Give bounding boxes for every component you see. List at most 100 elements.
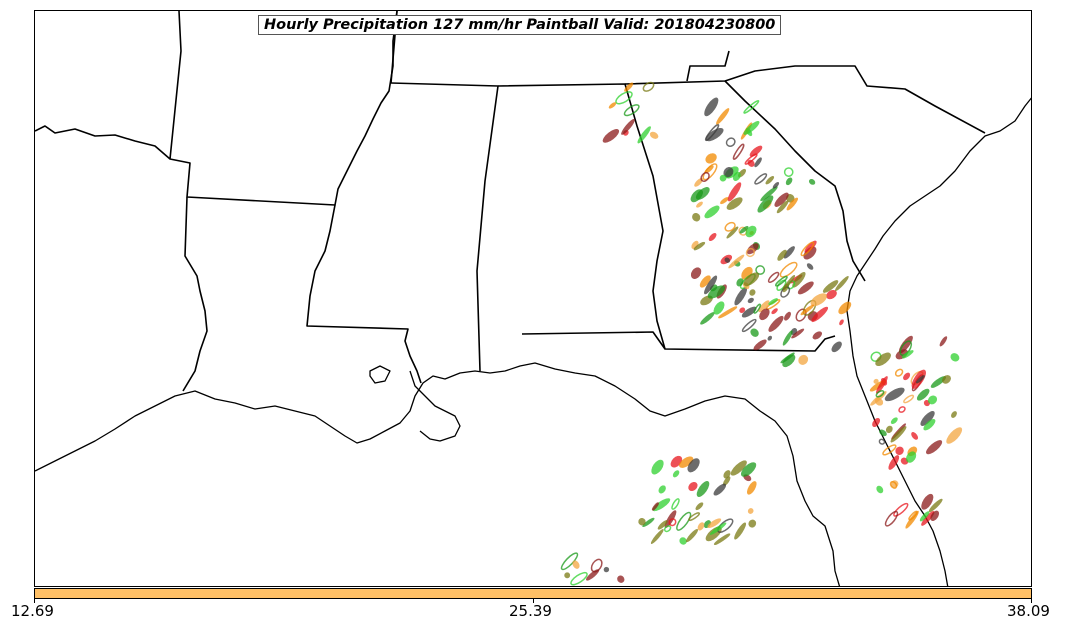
precip-blob xyxy=(800,241,815,257)
precip-blob xyxy=(747,481,757,495)
precip-blob xyxy=(782,330,793,346)
florida-north-border xyxy=(521,331,836,352)
precip-blob xyxy=(679,537,687,545)
precip-blob xyxy=(747,297,754,304)
precip-blob xyxy=(649,131,659,139)
precip-blob xyxy=(688,481,698,492)
precip-blob xyxy=(786,197,798,211)
precip-blob xyxy=(716,108,730,125)
precip-blob xyxy=(754,173,768,185)
precip-blob xyxy=(831,341,842,353)
precip-blob xyxy=(772,182,780,189)
precip-blob xyxy=(602,129,620,143)
precip-blob xyxy=(564,572,571,579)
precip-blob xyxy=(903,394,915,404)
colorbar xyxy=(34,588,1032,599)
gulf-coast-texas-louisiana xyxy=(35,362,841,586)
precip-blob xyxy=(672,470,680,478)
precip-blob xyxy=(806,263,814,270)
precip-blob xyxy=(621,118,635,135)
precip-blob xyxy=(708,232,717,242)
precip-blob xyxy=(638,517,646,526)
precip-blob xyxy=(890,480,899,488)
precip-blob xyxy=(927,395,938,405)
texas-coast-border xyxy=(35,125,171,160)
precip-blob xyxy=(743,99,760,114)
precip-blob xyxy=(624,82,634,92)
precip-blob xyxy=(895,446,904,456)
precip-blob xyxy=(748,519,757,528)
precip-blob xyxy=(754,157,762,168)
precip-blob xyxy=(687,458,700,473)
precip-blob xyxy=(838,301,852,315)
precip-blob xyxy=(808,178,816,185)
precip-blob xyxy=(727,182,742,202)
precip-blob xyxy=(749,289,756,296)
louisiana-west-border xyxy=(182,196,208,392)
colorbar-label-min: 12.69 xyxy=(11,602,54,620)
precip-blob xyxy=(570,571,588,586)
precip-blob xyxy=(695,502,704,511)
precip-blob xyxy=(811,306,829,323)
precip-blob xyxy=(704,205,720,219)
precip-blob xyxy=(690,189,703,203)
precip-blob xyxy=(791,328,805,339)
precip-blob xyxy=(784,311,791,321)
precip-blob xyxy=(783,167,794,177)
precip-blob xyxy=(663,525,672,533)
precip-blob xyxy=(734,522,747,540)
precip-blob xyxy=(728,254,745,269)
precip-blob xyxy=(707,285,726,299)
precip-blob xyxy=(697,522,705,531)
precip-blob xyxy=(651,502,659,511)
precip-blob xyxy=(822,280,839,293)
precip-blob xyxy=(810,293,827,307)
georgia-sc-border xyxy=(724,80,866,282)
precip-blob xyxy=(878,438,886,445)
map-panel xyxy=(34,10,1032,587)
precip-blob xyxy=(650,529,664,544)
precip-blob xyxy=(724,257,731,263)
precip-blob xyxy=(916,388,930,401)
precip-blob xyxy=(705,127,724,142)
precip-blob xyxy=(759,308,770,321)
precip-blob xyxy=(872,417,881,428)
precip-blob xyxy=(720,197,729,205)
precip-blob xyxy=(688,512,700,522)
precip-blob xyxy=(696,201,703,208)
precip-blob xyxy=(874,397,884,406)
colorbar-label-mid: 25.39 xyxy=(509,602,552,620)
precip-blob xyxy=(785,177,793,186)
precip-blob xyxy=(713,301,725,315)
state-borders xyxy=(35,11,986,392)
precip-blob xyxy=(700,171,710,183)
precip-blob xyxy=(700,312,715,325)
precip-blob xyxy=(875,352,891,367)
precip-blob xyxy=(951,411,957,418)
precip-blob xyxy=(713,533,731,545)
precip-blob xyxy=(692,212,701,222)
precip-blob xyxy=(671,498,680,510)
georgia-north-border xyxy=(624,65,986,134)
precip-blob xyxy=(709,522,727,535)
precip-blob xyxy=(946,427,963,444)
precip-blob xyxy=(835,276,849,291)
precip-blob xyxy=(652,498,671,512)
precip-blob xyxy=(685,529,699,543)
precip-blob xyxy=(741,318,757,333)
precip-blob xyxy=(590,558,603,573)
precip-blob xyxy=(777,249,787,261)
precip-blob xyxy=(760,186,778,202)
precip-blob xyxy=(888,455,900,470)
precip-blob xyxy=(717,518,734,533)
precip-blob xyxy=(873,378,879,384)
precip-blob xyxy=(783,246,795,259)
precip-blob xyxy=(637,126,651,144)
precip-blob xyxy=(779,261,798,278)
precip-blob xyxy=(915,375,925,384)
precip-blob xyxy=(676,511,692,531)
precip-blob xyxy=(736,278,744,287)
precip-blob xyxy=(839,319,844,326)
precip-blob xyxy=(707,518,722,529)
precip-blob xyxy=(890,426,907,443)
